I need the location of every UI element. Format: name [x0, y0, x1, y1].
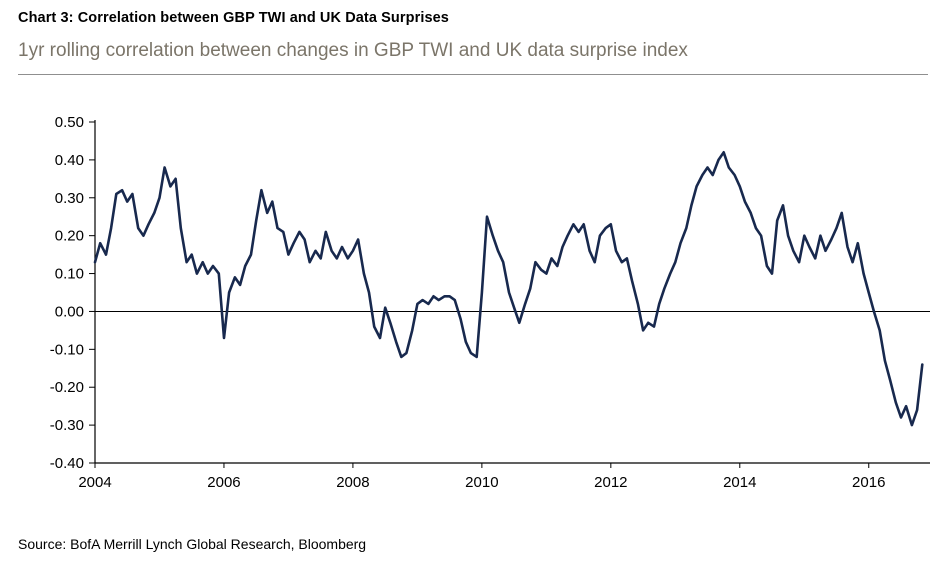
source-note: Source: BofA Merrill Lynch Global Resear… — [18, 536, 367, 552]
x-axis-tick-label: 2004 — [78, 474, 111, 491]
y-axis-tick-label: 0.00 — [55, 303, 84, 320]
x-axis-tick-label: 2010 — [465, 474, 498, 491]
chart-subtitle: 1yr rolling correlation between changes … — [18, 40, 688, 61]
y-axis-tick-label: -0.20 — [50, 379, 84, 396]
x-axis-tick-label: 2016 — [852, 474, 885, 491]
y-axis-tick-label: 0.40 — [55, 152, 84, 169]
chart-title: Chart 3: Correlation between GBP TWI and… — [18, 10, 449, 26]
y-axis-tick-label: -0.40 — [50, 455, 84, 472]
x-axis-tick-label: 2008 — [336, 474, 369, 491]
y-axis-tick-label: -0.10 — [50, 341, 84, 358]
header-divider — [18, 74, 928, 75]
x-axis-tick-label: 2012 — [594, 474, 627, 491]
correlation-series-line — [93, 151, 924, 427]
x-axis-tick-label: 2006 — [207, 474, 240, 491]
x-axis-tick-label: 2014 — [723, 474, 756, 491]
y-axis-tick-label: 0.20 — [55, 228, 84, 245]
y-axis-tick-label: -0.30 — [50, 417, 84, 434]
y-axis-tick-label: 0.50 — [55, 114, 84, 131]
y-axis-tick-label: 0.10 — [55, 266, 84, 283]
y-axis-tick-label: 0.30 — [55, 190, 84, 207]
correlation-line-chart: 0.50 0.40 0.30 0.20 0.10 0.00 -0.10 -0.20 -0.30 -… — [50, 114, 930, 491]
